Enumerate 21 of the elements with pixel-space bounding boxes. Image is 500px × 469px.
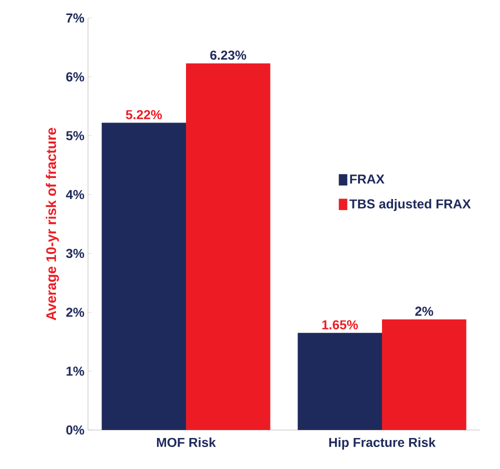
bar — [382, 319, 466, 430]
x-tick-label: MOF Risk — [156, 438, 216, 448]
y-tick-label: 6% — [66, 72, 84, 82]
legend-label: FRAX — [350, 174, 384, 184]
data-label: 5.22% — [126, 110, 162, 120]
y-tick-label: 0% — [66, 425, 84, 435]
y-tick-label: 7% — [66, 13, 84, 23]
y-tick-label: 2% — [66, 308, 84, 317]
bar — [186, 63, 270, 430]
x-tick-label: Hip Fracture Risk — [329, 438, 436, 450]
data-label: 6.23% — [210, 50, 246, 60]
bar — [298, 332, 382, 430]
y-axis-title: Average 10-yr risk of fracture — [46, 128, 59, 320]
data-label: 1.65% — [322, 320, 358, 330]
y-tick-label: 4% — [66, 190, 84, 200]
bar — [102, 122, 186, 430]
y-tick-label: 1% — [66, 366, 84, 376]
y-tick-label: 5% — [66, 131, 84, 140]
data-label: 2% — [415, 306, 434, 316]
y-tick-label: 3% — [66, 248, 84, 258]
legend-label: TBS adjusted FRAX — [349, 198, 471, 212]
